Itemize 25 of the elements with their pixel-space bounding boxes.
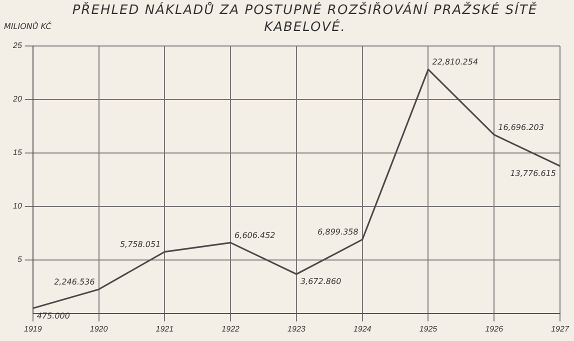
- chart-title: PŘEHLED NÁKLADŮ ZA POSTUPNÉ ROZŠIŘOVÁNÍ PRAŽSKÉ SÍTĚ KABELOVÉ.: [71, 2, 539, 36]
- x-tick-label: 1924: [353, 324, 372, 334]
- x-tick-label: 1921: [156, 324, 174, 334]
- annotation: 16,696.203: [498, 122, 544, 132]
- annotation: 13,776.615: [510, 169, 556, 178]
- x-tick-label: 1927: [551, 324, 570, 334]
- annotation: 6,899.358: [318, 228, 358, 237]
- annotation: 6,606.452: [234, 230, 276, 240]
- x-tick-label: 1919: [24, 324, 42, 334]
- y-tick-label: 25: [12, 41, 22, 50]
- x-tick-label: 1920: [90, 324, 108, 334]
- y-tick-label: 5: [17, 255, 22, 264]
- x-tick-label: 1923: [288, 324, 306, 334]
- y-tick-label: 20: [12, 94, 22, 104]
- annotation: 2,246.536: [54, 277, 95, 286]
- x-tick-label: 1922: [222, 324, 240, 334]
- annotation: 3,672.860: [300, 277, 342, 286]
- x-tick-label: 1925: [419, 324, 438, 334]
- y-tick-label: 10: [12, 202, 22, 211]
- y-tick-label: 15: [12, 148, 22, 158]
- annotation: 5,758.051: [120, 240, 161, 249]
- x-tick-label: 1926: [485, 324, 504, 334]
- annotation: 22,810.254: [432, 58, 478, 66]
- annotation: 475.000: [36, 311, 70, 320]
- y-axis-title: MILIONŮ KČ: [4, 22, 52, 31]
